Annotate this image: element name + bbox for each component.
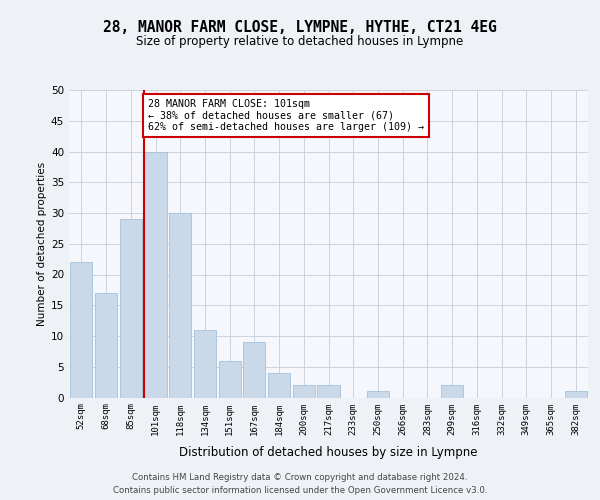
Bar	[317, 385, 340, 398]
Bar	[119, 219, 142, 398]
Bar	[194, 330, 216, 398]
Bar	[169, 213, 191, 398]
Text: 28, MANOR FARM CLOSE, LYMPNE, HYTHE, CT21 4EG: 28, MANOR FARM CLOSE, LYMPNE, HYTHE, CT2…	[103, 20, 497, 35]
Y-axis label: Number of detached properties: Number of detached properties	[37, 162, 47, 326]
Bar	[268, 373, 290, 398]
Bar	[218, 360, 241, 398]
Bar	[95, 293, 117, 398]
Bar	[441, 385, 463, 398]
Text: 28 MANOR FARM CLOSE: 101sqm
← 38% of detached houses are smaller (67)
62% of sem: 28 MANOR FARM CLOSE: 101sqm ← 38% of det…	[148, 99, 424, 132]
Bar	[565, 392, 587, 398]
Bar	[293, 385, 315, 398]
Bar	[367, 392, 389, 398]
Text: Size of property relative to detached houses in Lympne: Size of property relative to detached ho…	[136, 34, 464, 48]
Bar	[145, 152, 167, 398]
Text: Contains HM Land Registry data © Crown copyright and database right 2024.
Contai: Contains HM Land Registry data © Crown c…	[113, 473, 487, 495]
Bar	[70, 262, 92, 398]
X-axis label: Distribution of detached houses by size in Lympne: Distribution of detached houses by size …	[179, 446, 478, 458]
Bar	[243, 342, 265, 398]
